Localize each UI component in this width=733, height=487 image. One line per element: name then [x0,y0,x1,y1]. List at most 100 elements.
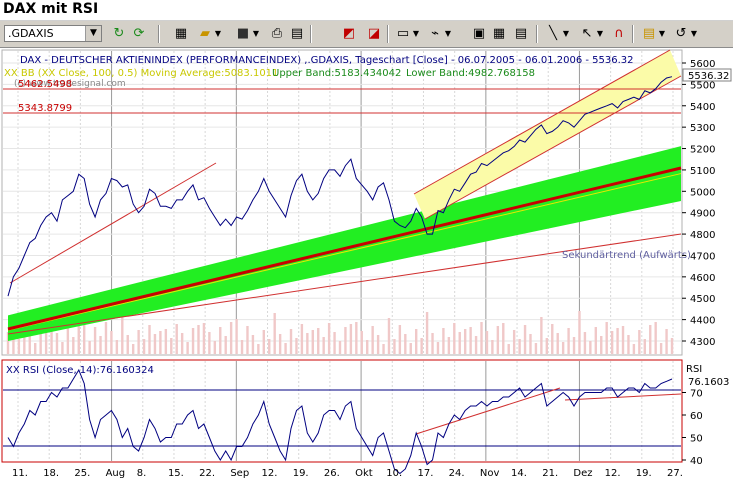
y-tick-label: 4700 [690,251,715,262]
volume-bar [366,340,369,354]
volume-bar [654,322,657,354]
volume-bar [360,331,363,354]
volume-bar [540,317,543,354]
volume-bar [262,330,266,354]
volume-bar [463,329,467,354]
volume-bar [300,324,304,354]
volume-bar [278,334,282,354]
volume-bar [322,337,325,354]
volume-bar [491,340,494,354]
volume-bar [589,341,592,354]
chevron-down-icon[interactable]: ▼ [85,26,101,41]
volume-bar [148,325,151,354]
volume-bar [126,335,129,354]
window-title: DAX mit RSI [3,1,99,17]
grid-icon[interactable]: ▦ [492,26,506,41]
reload-icon[interactable]: ↺ [675,26,687,41]
volume-bar [414,329,418,354]
y-tick-label: 4500 [690,294,715,305]
buy-signal-icon[interactable]: ◩ [342,26,356,41]
refresh-icon[interactable]: ↻ [113,26,125,41]
channel-lower-line [424,75,682,220]
chevron-down-icon[interactable]: ▼ [214,29,222,38]
y-tick-label: 4300 [690,337,715,348]
rsi-axis-title: RSI [686,364,702,375]
price-y-axis: 5600 5500 5400 5300 5200 5100 5000 4900 4800 4700… [682,59,715,348]
last-price-badge [682,68,732,82]
x-tick-label: 27. [667,468,683,479]
chart-canvas[interactable]: DAX - DEUTSCHER AKTIENINDEX (PERFORMANCE… [0,48,733,484]
volume-bars [6,311,674,354]
chevron-down-icon[interactable]: ▼ [412,29,420,38]
y-tick-label: 5500 [690,80,715,91]
chart-area[interactable]: DAX - DEUTSCHER AKTIENINDEX (PERFORMANCE… [0,48,733,484]
draw-line-icon[interactable]: ╲ [549,26,557,41]
volume-bar [600,336,603,354]
volume-bar [268,339,271,354]
rsi-y-tick-label: 60 [690,411,703,422]
notes-icon[interactable]: ▤ [642,26,656,41]
save-icon[interactable]: ■ [236,26,250,41]
chevron-down-icon[interactable]: ▼ [658,29,666,38]
magnet-icon[interactable]: ∩ [614,26,624,41]
volume-bar [175,324,178,354]
x-tick-label: Aug [106,468,126,479]
properties-icon[interactable]: ▤ [514,26,528,41]
chevron-down-icon[interactable]: ▼ [690,29,698,38]
volume-bar [643,339,646,354]
x-tick-label: 19. [293,468,309,479]
volume-bar [213,341,217,354]
volume-bar [159,331,162,354]
price-line [7,76,673,297]
volume-bar [594,327,598,354]
x-tick-label: 10. [386,468,402,479]
main-trendline [7,166,682,331]
x-tick-label: 14. [511,468,527,479]
volume-bar [583,332,587,354]
x-axis: 11. 18. 25. Aug 8. 15. 22. Sep 12. 19. 26. Okt 10. 17… [12,468,683,479]
bollinger-band [8,146,681,341]
indicator-icon[interactable]: ⌁ [431,26,439,41]
toolbar-separator [310,25,312,43]
rsi-trendline-2 [564,393,682,401]
title-bar: DAX mit RSI [0,0,733,21]
volume-bar [610,331,614,354]
chevron-down-icon[interactable]: ▼ [596,29,604,38]
volume-bar [257,344,260,354]
volume-bar [496,326,500,354]
volume-bar [447,337,451,354]
volume-bar [208,332,211,354]
symbol-combobox[interactable]: .GDAXIS ▼ [4,25,102,42]
chevron-down-icon[interactable]: ▼ [562,29,570,38]
toolbar-separator [158,25,160,43]
volume-bar [224,336,227,354]
print-icon[interactable]: ⎙ [271,26,283,41]
x-tick-label: 24. [449,468,465,479]
chart-settings-icon[interactable]: ▭ [396,26,410,41]
chevron-down-icon[interactable]: ▼ [444,29,452,38]
open-folder-icon[interactable]: ▰ [200,26,210,41]
volume-bar [72,337,75,354]
x-tick-label: 11. [12,468,28,479]
volume-bar [284,343,287,354]
rsi-line [7,368,673,475]
volume-bar [55,333,59,354]
print-preview-icon[interactable]: ▤ [290,26,304,41]
zoom-icon[interactable]: ▣ [472,26,486,41]
chevron-down-icon[interactable]: ▼ [252,29,260,38]
volume-bar [398,325,402,354]
volume-bar [44,326,48,354]
auto-update-icon[interactable]: ⟳ [133,26,145,41]
toolbar-separator [387,25,389,43]
volume-bar [605,322,608,354]
sell-signal-icon[interactable]: ◪ [367,26,381,41]
volume-bar [355,322,358,354]
last-price-value: 5536.32 [688,71,729,82]
volume-bar [404,334,407,354]
new-chart-icon[interactable]: ▦ [174,26,188,41]
x-tick-label: 18. [43,468,59,479]
rsi-y-tick-label: 50 [690,434,703,445]
volume-bar [240,340,244,354]
trend-channel-fill [414,50,681,219]
cursor-icon[interactable]: ↖ [581,26,593,41]
